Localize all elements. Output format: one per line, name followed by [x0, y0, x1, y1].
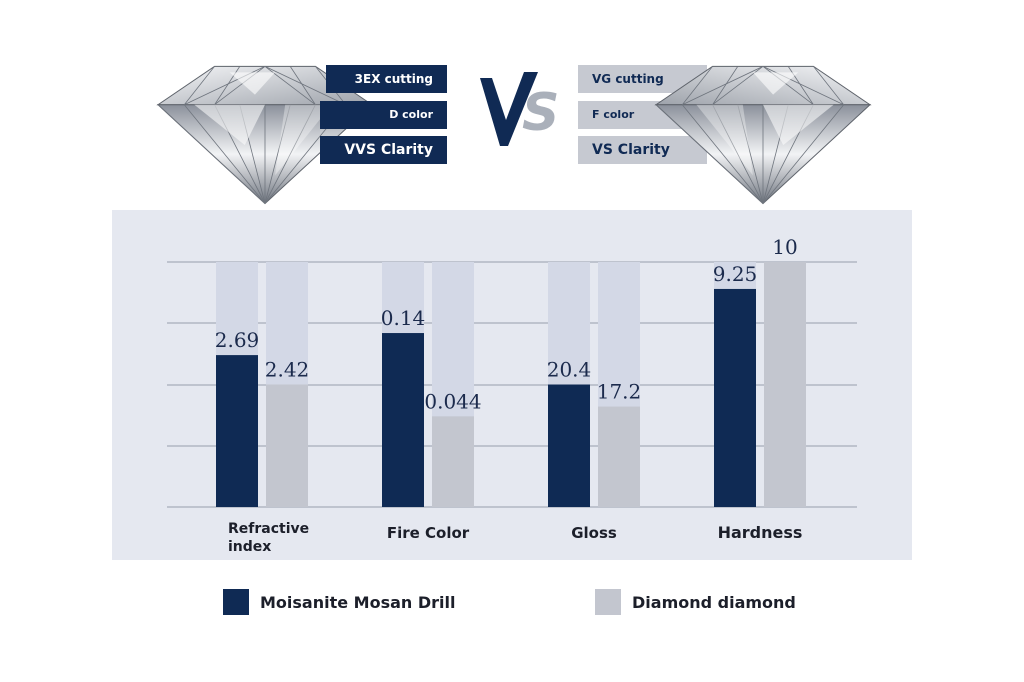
category-label-fire-color: Fire Color — [387, 524, 470, 542]
right-spec-clarity: VS Clarity — [578, 136, 707, 164]
svg-text:S: S — [522, 83, 559, 143]
left-spec-color: D color — [320, 101, 447, 129]
bar-moissanite-fire-color — [382, 333, 424, 507]
legend-label-diamond: Diamond diamond — [632, 592, 796, 612]
bar-diamond-hardness — [764, 262, 806, 507]
bar-chart: 2.69 0.14 20.4 9.25 2.42 0.044 17.2 10 Refractiv… — [167, 235, 857, 555]
legend-swatch-moissanite — [223, 589, 249, 615]
data-label-diamond-gloss: 17.2 — [597, 380, 642, 404]
bar-diamond-fire-color — [432, 416, 474, 507]
legend-item-diamond: Diamond diamond — [595, 589, 796, 615]
category-label-refractive-index-0: Refractive — [228, 521, 309, 537]
category-label-refractive-index-1: index — [228, 539, 271, 555]
vs-logo: S — [478, 70, 560, 148]
category-label-gloss: Gloss — [571, 524, 617, 542]
bar-moissanite-gloss — [548, 384, 590, 507]
data-label-diamond-hardness: 10 — [772, 235, 797, 259]
bar-diamond-gloss — [598, 406, 640, 507]
data-label-diamond-fire-color: 0.044 — [424, 389, 481, 413]
legend-item-moissanite: Moisanite Mosan Drill — [223, 589, 455, 615]
legend-swatch-diamond — [595, 589, 621, 615]
diamond-image — [652, 64, 874, 206]
bar-moissanite-hardness — [714, 288, 756, 507]
left-spec-clarity: VVS Clarity — [320, 136, 447, 164]
data-label-moissanite-gloss: 20.4 — [547, 358, 592, 382]
data-label-moissanite-fire-color: 0.14 — [381, 306, 426, 330]
bar-diamond-refractive-index — [266, 384, 308, 507]
category-label-hardness: Hardness — [718, 523, 803, 542]
legend-label-moissanite: Moisanite Mosan Drill — [260, 592, 456, 612]
data-label-moissanite-hardness: 9.25 — [713, 262, 758, 286]
data-label-diamond-refractive-index: 2.42 — [265, 358, 310, 382]
left-spec-cutting: 3EX cutting — [326, 65, 447, 93]
chart-panel: 2.69 0.14 20.4 9.25 2.42 0.044 17.2 10 Refractiv… — [112, 210, 912, 560]
comparison-header: 3EX cutting D color VVS Clarity S VG cut… — [0, 0, 1024, 210]
data-label-moissanite-refractive-index: 2.69 — [215, 328, 260, 352]
bar-moissanite-refractive-index — [216, 355, 258, 507]
